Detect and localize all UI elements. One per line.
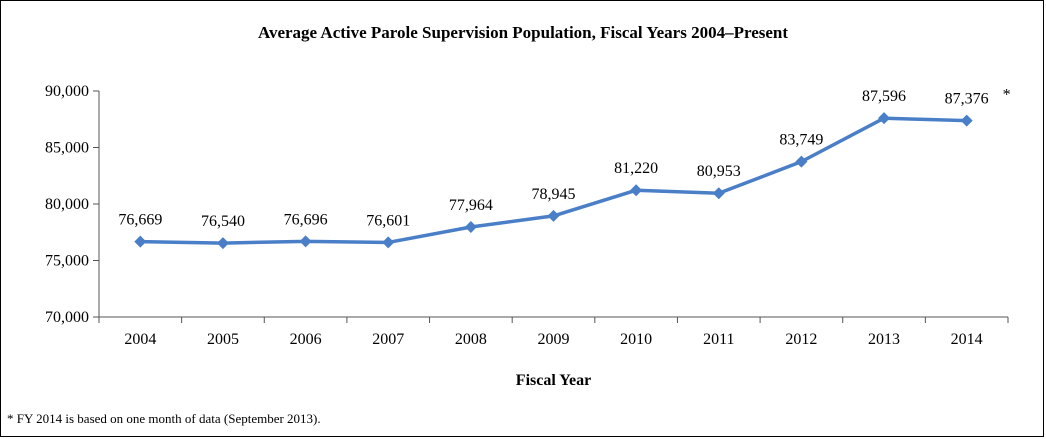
chart-title: Average Active Parole Supervision Popula… <box>257 23 789 42</box>
data-label: 80,953 <box>697 163 741 180</box>
x-tick-label: 2005 <box>207 331 239 348</box>
data-label: 76,540 <box>201 213 245 230</box>
x-tick-label: 2008 <box>455 331 487 348</box>
series-line <box>138 116 969 245</box>
y-tick-label: 90,000 <box>45 83 89 100</box>
data-point-marker <box>382 236 395 249</box>
data-label: 87,376 <box>945 91 989 108</box>
data-point-marker <box>216 237 229 250</box>
data-point-marker <box>795 155 808 168</box>
data-point-marker <box>464 221 477 234</box>
x-tick-label: 2012 <box>785 331 817 348</box>
annotation-asterisk: * <box>1003 87 1011 104</box>
x-tick-label: 2006 <box>290 331 322 348</box>
x-tick-label: 2010 <box>620 331 652 348</box>
data-label: 76,669 <box>118 212 162 229</box>
x-tick-label: 2014 <box>951 331 983 348</box>
data-label: 87,596 <box>862 88 906 105</box>
data-point-marker <box>630 184 643 197</box>
data-point-marker <box>134 235 147 248</box>
data-label: 77,964 <box>449 197 493 214</box>
y-tick-label: 80,000 <box>45 196 89 213</box>
x-tick-label: 2011 <box>703 331 734 348</box>
data-point-marker <box>960 114 973 127</box>
x-tick-label: 2004 <box>124 331 156 348</box>
data-label: 78,945 <box>532 186 576 203</box>
data-point-marker <box>712 187 725 200</box>
x-tick-label: 2013 <box>868 331 900 348</box>
data-point-marker <box>299 235 312 248</box>
x-tick-label: 2007 <box>372 331 404 348</box>
y-tick-label: 70,000 <box>45 309 89 326</box>
data-label: 76,601 <box>366 212 410 229</box>
data-label: 76,696 <box>284 211 328 228</box>
data-label: 81,220 <box>614 160 658 177</box>
data-point-marker <box>878 112 891 125</box>
footnote: * FY 2014 is based on one month of data … <box>7 411 321 426</box>
x-axis-title: Fiscal Year <box>516 372 591 389</box>
y-tick-label: 75,000 <box>45 253 89 270</box>
x-tick-label: 2009 <box>538 331 570 348</box>
data-point-marker <box>547 209 560 222</box>
y-tick-label: 85,000 <box>45 140 89 157</box>
data-label: 83,749 <box>779 132 823 149</box>
